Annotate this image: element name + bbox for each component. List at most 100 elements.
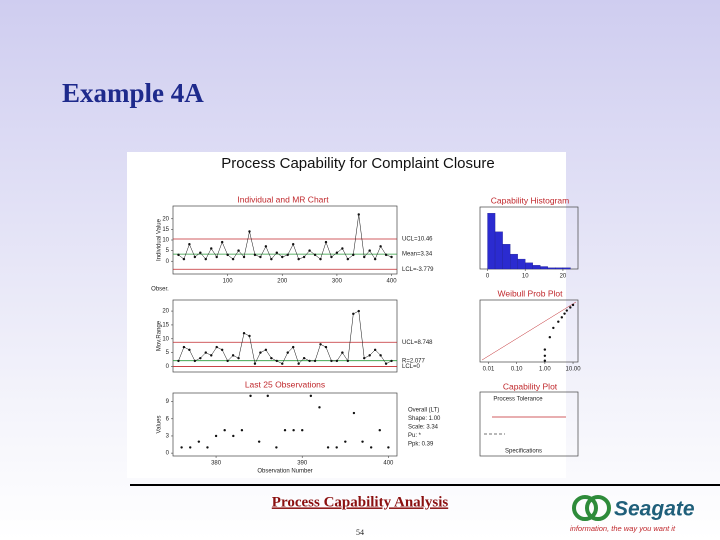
data-point — [291, 345, 295, 349]
data-point — [384, 253, 388, 257]
data-point — [204, 351, 207, 354]
data-point — [253, 362, 257, 365]
data-point — [324, 240, 328, 244]
data-point — [302, 255, 306, 259]
data-point — [275, 251, 279, 254]
data-point — [215, 255, 218, 259]
hist-bar — [525, 262, 533, 270]
hist-bar — [510, 253, 518, 270]
data-point — [326, 446, 330, 449]
y-axis-label: Mov.Range — [157, 320, 163, 351]
stat-label: Overall (LT) — [408, 408, 439, 414]
y-tick-label: 0 — [166, 259, 170, 265]
data-point — [308, 359, 311, 363]
data-point — [309, 394, 313, 398]
data-point — [357, 309, 360, 313]
data-point — [223, 429, 226, 432]
plot-frame — [479, 391, 579, 457]
data-point — [335, 446, 338, 449]
y-tick-label: 15 — [162, 323, 169, 329]
x-tick-label: 400 — [383, 461, 394, 467]
plot-frame — [172, 299, 398, 373]
data-point — [188, 348, 191, 352]
hist-bar — [540, 266, 548, 270]
data-point — [270, 356, 273, 360]
data-point — [543, 359, 547, 362]
data-point — [313, 359, 317, 363]
data-point — [318, 406, 321, 409]
data-point — [177, 359, 180, 363]
data-point — [259, 351, 262, 354]
spec-label: Specifications — [505, 449, 542, 455]
mean-label: Mean=3.34 — [402, 252, 433, 258]
stat-label: Scale: 3.34 — [408, 425, 439, 431]
lcl-label: LCL=0 — [402, 364, 421, 370]
data-point — [226, 359, 229, 363]
data-point — [369, 446, 373, 449]
data-point — [368, 354, 371, 357]
data-point — [286, 253, 289, 257]
data-point — [188, 243, 191, 246]
x-tick-label: 100 — [223, 279, 234, 285]
data-point — [275, 359, 279, 363]
data-point — [379, 245, 382, 248]
data-point — [182, 257, 186, 261]
hist-bar — [517, 258, 526, 270]
data-point — [240, 429, 244, 432]
data-point — [281, 362, 284, 365]
tolerance-label: Process Tolerance — [493, 397, 543, 403]
data-point — [231, 354, 235, 357]
data-point — [302, 356, 306, 360]
data-point — [324, 345, 328, 349]
hist-bar — [502, 244, 511, 270]
data-point — [248, 230, 251, 233]
data-point — [373, 257, 377, 261]
data-point — [281, 255, 284, 259]
data-point — [237, 249, 240, 252]
y-tick-label: 15 — [162, 227, 169, 233]
data-point — [368, 249, 371, 252]
data-point — [242, 332, 246, 335]
y-tick-label: 0 — [166, 364, 170, 370]
data-point — [206, 446, 209, 449]
logo-name: Seagate — [614, 498, 695, 521]
data-point — [220, 240, 224, 244]
x-tick-label: 390 — [297, 461, 308, 467]
data-point — [352, 411, 356, 415]
page-number: 54 — [356, 528, 364, 537]
series-line — [178, 214, 392, 260]
data-point — [543, 354, 547, 357]
hist-bar — [487, 213, 496, 270]
stat-label: Ppk: 0.39 — [408, 442, 434, 448]
data-point — [264, 245, 268, 248]
data-point — [330, 359, 333, 363]
data-point — [357, 213, 360, 216]
data-point — [210, 354, 213, 357]
hist-bar — [494, 231, 503, 270]
data-point — [560, 316, 564, 319]
hist-bar — [532, 265, 541, 270]
data-point — [557, 320, 560, 323]
data-point — [563, 312, 566, 315]
data-point — [177, 253, 180, 257]
x-tick-label: 400 — [387, 279, 398, 285]
data-point — [344, 440, 347, 443]
data-point — [335, 251, 339, 254]
data-point — [543, 348, 547, 351]
data-point — [552, 326, 555, 330]
y-tick-label: 5 — [166, 350, 170, 356]
x-tick-label: 1.00 — [539, 367, 551, 373]
x-tick-label: 10 — [522, 274, 529, 280]
chart-title: Process Capability for Complaint Closure — [221, 155, 494, 172]
data-point — [182, 345, 186, 349]
data-point — [363, 356, 366, 360]
data-point — [286, 351, 289, 354]
data-point — [220, 348, 224, 352]
data-point — [180, 446, 183, 449]
data-point — [390, 255, 393, 259]
x-tick-label: 200 — [277, 279, 288, 285]
data-point — [249, 394, 252, 398]
data-point — [283, 429, 287, 432]
data-point — [378, 429, 381, 432]
data-point — [384, 362, 388, 365]
